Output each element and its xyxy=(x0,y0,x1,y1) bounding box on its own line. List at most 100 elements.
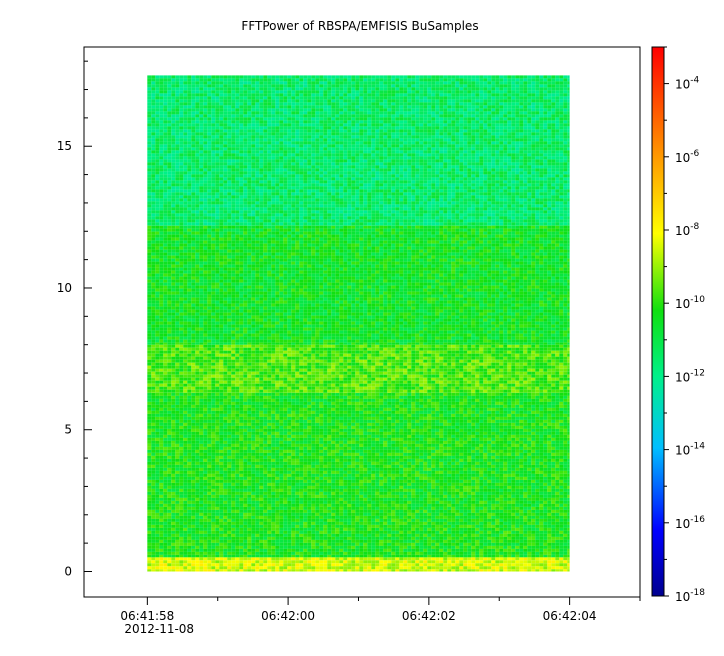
spectrogram-cell xyxy=(483,569,488,572)
spectrogram-cell xyxy=(411,512,416,516)
spectrogram-cell xyxy=(527,485,532,489)
spectrogram-cell xyxy=(543,398,548,402)
spectrogram-cell xyxy=(187,419,192,423)
spectrogram-cell xyxy=(263,416,268,420)
spectrogram-cell xyxy=(423,413,428,417)
spectrogram-cell xyxy=(515,428,520,432)
spectrogram-cell xyxy=(535,461,540,465)
spectrogram-cell xyxy=(499,560,504,564)
spectrogram-cell xyxy=(395,476,400,480)
spectrogram-cell xyxy=(271,470,276,474)
spectrogram-cell xyxy=(395,515,400,519)
spectrogram-cell xyxy=(551,500,556,504)
spectrogram-cell xyxy=(227,419,232,423)
spectrogram-cell xyxy=(479,488,484,492)
spectrogram-cell xyxy=(563,431,568,435)
spectrogram-cell xyxy=(527,425,532,429)
spectrogram-cell xyxy=(463,419,468,423)
spectrogram-cell xyxy=(531,497,536,501)
spectrogram-cell xyxy=(315,515,320,519)
spectrogram-cell xyxy=(307,473,312,477)
spectrogram-cell xyxy=(391,500,396,504)
spectrogram-cell xyxy=(471,419,476,423)
spectrogram-cell xyxy=(207,512,212,516)
spectrogram-cell xyxy=(339,410,344,414)
spectrogram-cell xyxy=(163,464,168,468)
spectrogram-cell xyxy=(499,422,504,426)
spectrogram-cell xyxy=(535,473,540,477)
spectrogram-cell xyxy=(559,425,564,429)
spectrogram-cell xyxy=(487,443,492,447)
spectrogram-cell xyxy=(507,398,512,402)
spectrogram-cell xyxy=(499,473,504,477)
spectrogram-cell xyxy=(183,395,188,399)
spectrogram-cell xyxy=(163,419,168,423)
spectrogram-cell xyxy=(395,401,400,405)
spectrogram-cell xyxy=(183,464,188,468)
spectrogram-cell xyxy=(159,467,164,471)
spectrogram-cell xyxy=(295,434,300,438)
spectrogram-cell xyxy=(535,407,540,411)
spectrogram-cell xyxy=(179,476,184,480)
spectrogram-cell xyxy=(227,434,232,438)
spectrogram-cell xyxy=(191,431,196,435)
spectrogram-cell xyxy=(271,503,276,507)
spectrogram-cell xyxy=(551,485,556,489)
spectrogram-cell xyxy=(303,413,308,417)
spectrogram-cell xyxy=(231,434,236,438)
spectrogram-cell xyxy=(207,488,212,492)
spectrogram-cell xyxy=(407,482,412,486)
spectrogram-cell xyxy=(563,515,568,519)
spectrogram-cell xyxy=(415,497,420,501)
spectrogram-cell xyxy=(527,455,532,459)
spectrogram-cell xyxy=(147,419,152,423)
spectrogram-cell xyxy=(303,410,308,414)
spectrogram-cell xyxy=(231,494,236,498)
spectrogram-cell xyxy=(483,467,488,471)
spectrogram-cell xyxy=(323,494,328,498)
spectrogram-cell xyxy=(451,401,456,405)
spectrogram-cell xyxy=(191,500,196,504)
spectrogram-cell xyxy=(499,557,504,561)
spectrogram-cell xyxy=(259,464,264,468)
spectrogram-cell xyxy=(231,410,236,414)
spectrogram-cell xyxy=(291,425,296,429)
spectrogram-cell xyxy=(443,443,448,447)
spectrogram-cell xyxy=(147,485,152,489)
spectrogram-cell xyxy=(367,566,372,570)
spectrogram-cell xyxy=(219,512,224,516)
spectrogram-cell xyxy=(383,509,388,513)
spectrogram-cell xyxy=(483,407,488,411)
spectrogram-cell xyxy=(359,476,364,480)
spectrogram-cell xyxy=(179,458,184,462)
spectrogram-cell xyxy=(495,437,500,441)
spectrogram-cell xyxy=(251,479,256,483)
spectrogram-cell xyxy=(327,500,332,504)
spectrogram-cell xyxy=(267,404,272,408)
spectrogram-cell xyxy=(347,392,352,396)
spectrogram-cell xyxy=(319,431,324,435)
spectrogram-cell xyxy=(151,464,156,468)
spectrogram-cell xyxy=(451,437,456,441)
spectrogram-cell xyxy=(435,446,440,450)
spectrogram-cell xyxy=(495,497,500,501)
spectrogram-cell xyxy=(163,563,168,567)
spectrogram-cell xyxy=(207,485,212,489)
spectrogram-cell xyxy=(315,416,320,420)
spectrogram-cell xyxy=(171,410,176,414)
spectrogram-cell xyxy=(155,461,160,465)
spectrogram-cell xyxy=(439,398,444,402)
spectrogram-cell xyxy=(279,476,284,480)
spectrogram-cell xyxy=(339,419,344,423)
spectrogram-cell xyxy=(503,395,508,399)
spectrogram-cell xyxy=(527,512,532,516)
spectrogram-cell xyxy=(399,479,404,483)
spectrogram-cell xyxy=(307,560,312,564)
spectrogram-cell xyxy=(439,467,444,471)
spectrogram-cell xyxy=(199,419,204,423)
spectrogram-cell xyxy=(523,404,528,408)
spectrogram-cell xyxy=(375,452,380,456)
spectrogram-cell xyxy=(379,440,384,444)
spectrogram-cell xyxy=(563,404,568,408)
spectrogram-cell xyxy=(195,509,200,513)
